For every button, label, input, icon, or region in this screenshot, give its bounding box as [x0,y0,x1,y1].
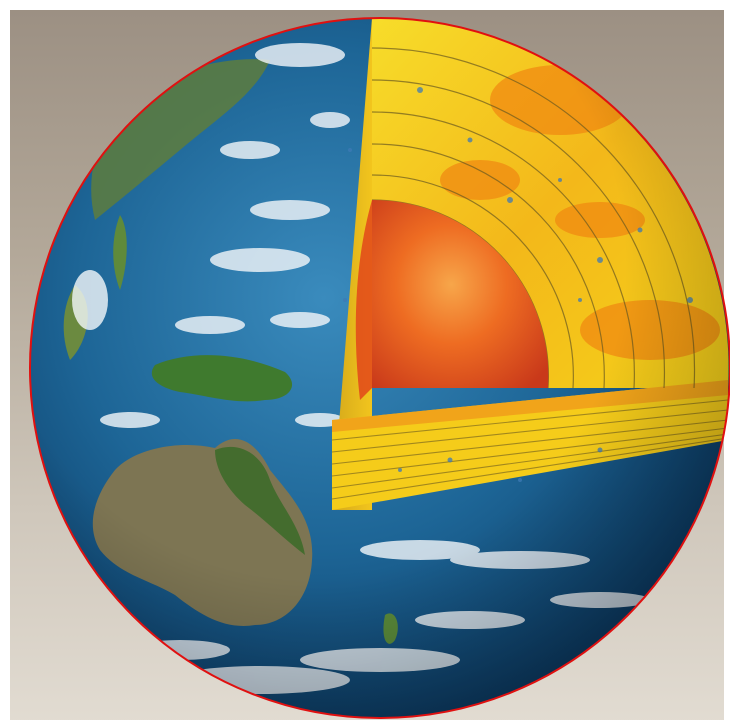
globe-outline [29,17,730,719]
frame-border-left [0,0,10,726]
globe-shading [30,18,730,718]
frame-border-bottom [0,720,730,726]
frame-border-top [0,0,730,10]
